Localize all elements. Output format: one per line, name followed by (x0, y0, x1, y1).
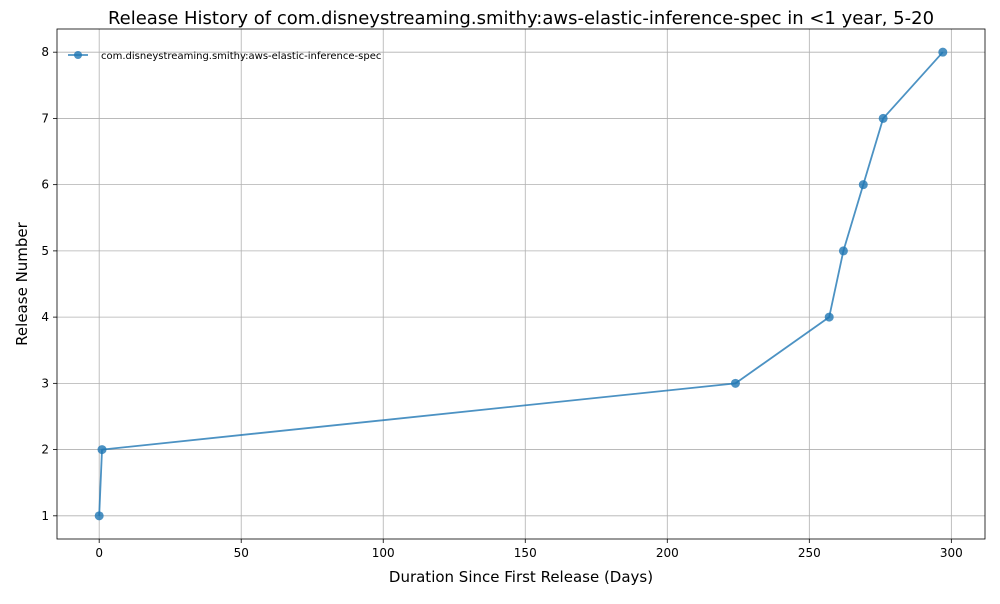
data-point (938, 47, 948, 57)
x-tick-label: 50 (234, 546, 249, 560)
legend-marker (74, 51, 82, 59)
y-tick-label: 7 (41, 111, 49, 125)
series-layer (94, 47, 948, 521)
x-axis-label: Duration Since First Release (Days) (389, 568, 653, 586)
x-tick-label: 150 (514, 546, 537, 560)
x-tick-label: 0 (95, 546, 103, 560)
y-tick-label: 3 (41, 376, 49, 390)
x-tick-label: 300 (940, 546, 963, 560)
y-axis-label: Release Number (13, 221, 31, 345)
data-point (878, 113, 888, 123)
ticks: 0 50 100 150 200 250 300 1 2 3 4 5 6 7 8 (41, 45, 962, 560)
chart-title: Release History of com.disneystreaming.s… (108, 8, 934, 29)
y-tick-label: 5 (41, 244, 49, 258)
plot-frame (56, 28, 986, 540)
data-point (858, 180, 868, 190)
y-tick-label: 8 (41, 45, 49, 59)
y-tick-label: 4 (41, 310, 49, 324)
x-tick-label: 250 (798, 546, 821, 560)
y-tick-label: 6 (41, 178, 49, 192)
x-tick-label: 200 (656, 546, 679, 560)
data-point (94, 511, 104, 521)
data-point (97, 445, 107, 455)
x-tick-label: 100 (372, 546, 395, 560)
grid (57, 29, 985, 539)
y-tick-label: 2 (41, 443, 49, 457)
data-point (824, 312, 834, 322)
legend-label: com.disneystreaming.smithy:aws-elastic-i… (101, 51, 381, 62)
legend: com.disneystreaming.smithy:aws-elastic-i… (68, 51, 381, 62)
data-point (838, 246, 848, 256)
series-line (98, 51, 944, 516)
y-tick-label: 1 (41, 509, 49, 523)
data-point (730, 378, 740, 388)
